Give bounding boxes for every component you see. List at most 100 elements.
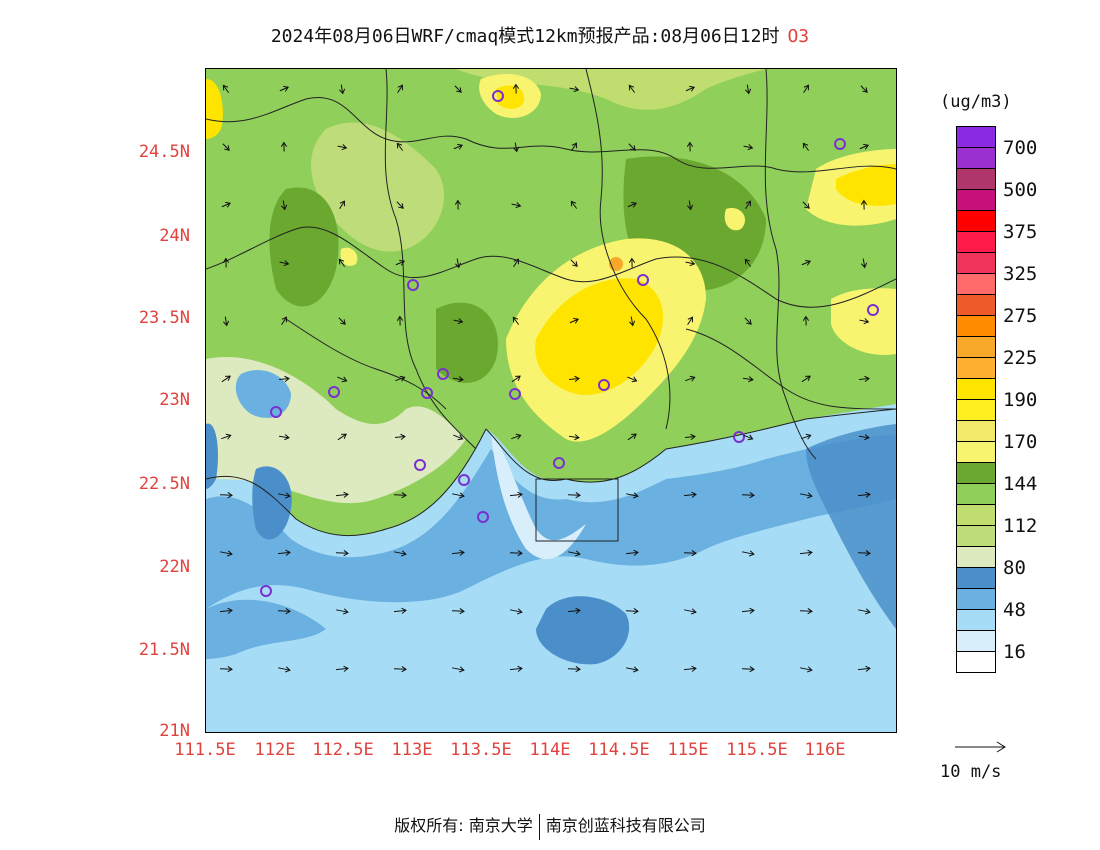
- wind-arrow: [744, 317, 752, 325]
- wind-arrow: [685, 86, 695, 92]
- colorbar-bin: [956, 294, 996, 316]
- wind-arrow: [630, 316, 634, 326]
- lon-label: 115E: [667, 740, 709, 760]
- colorbar-label: 48: [1003, 599, 1026, 621]
- wind-arrow: [509, 493, 523, 497]
- station-marker: [421, 387, 433, 399]
- wind-arrow-head: [745, 88, 752, 95]
- wind-arrow: [397, 84, 403, 94]
- wind-arrow-head: [575, 666, 581, 673]
- wind-arrow-head: [691, 665, 697, 672]
- colorbar-bin: [956, 315, 996, 337]
- wind-arrow-head: [454, 199, 462, 206]
- wind-vectors: [219, 83, 871, 673]
- wind-arrow: [339, 200, 345, 210]
- wind-arrow-head: [512, 316, 519, 323]
- colorbar-label: 112: [1003, 515, 1038, 537]
- colorbar-bin: [956, 462, 996, 484]
- wind-arrow: [683, 493, 697, 497]
- wind-arrow-head: [396, 142, 403, 149]
- wind-arrow: [684, 436, 696, 438]
- wind-arrow-head: [689, 375, 696, 382]
- wind-arrow: [569, 87, 579, 91]
- station-marker: [492, 90, 504, 102]
- colorbar-label: 275: [1003, 305, 1038, 327]
- wind-arrow-head: [749, 550, 755, 557]
- wind-arrow-head: [745, 200, 751, 207]
- station-marker: [260, 585, 272, 597]
- lon-label: 112.5E: [312, 740, 374, 760]
- wind-arrow: [858, 609, 870, 613]
- wind-arrow: [858, 435, 870, 439]
- wind-arrow-head: [687, 204, 694, 211]
- wind-arrow: [340, 84, 344, 94]
- wind-arrow: [625, 610, 639, 612]
- wind-arrow-head: [633, 608, 639, 615]
- lat-label: 24.5N: [138, 142, 190, 162]
- wind-arrow: [862, 258, 866, 268]
- wind-arrow: [278, 667, 290, 671]
- wind-arrow-head: [401, 492, 407, 499]
- colorbar-bin: [956, 609, 996, 631]
- wind-arrow: [394, 436, 406, 438]
- wind-arrow-head: [341, 433, 347, 439]
- wind-arrow: [625, 551, 639, 555]
- lon-label: 113E: [391, 740, 433, 760]
- lon-label: 113.5E: [450, 740, 512, 760]
- station-marker: [477, 511, 489, 523]
- wind-arrow-head: [863, 143, 870, 150]
- wind-arrow: [222, 85, 230, 93]
- wind-arrow-head: [807, 608, 813, 615]
- wind-arrow: [568, 378, 580, 380]
- wind-arrow-head: [513, 258, 519, 265]
- colorbar-label: 80: [1003, 557, 1026, 579]
- wind-arrow-head: [803, 84, 809, 91]
- wind-arrow-head: [222, 257, 230, 264]
- wind-arrow: [688, 200, 692, 210]
- hotspot-main-inner: [535, 278, 663, 395]
- lat-label: 24N: [159, 226, 190, 246]
- wind-arrow-head: [225, 375, 231, 381]
- colorbar-label: 500: [1003, 179, 1038, 201]
- wind-arrow: [454, 85, 462, 93]
- station-marker: [270, 406, 282, 418]
- wind-arrow-head: [457, 143, 464, 150]
- wind-arrow-head: [343, 665, 349, 672]
- colorbar-bin: [956, 126, 996, 148]
- species-label: O3: [787, 26, 810, 47]
- wind-arrow: [744, 259, 752, 267]
- wind-arrow-head: [805, 375, 811, 381]
- wind-arrow-head: [455, 262, 462, 269]
- lat-label: 21N: [159, 721, 190, 741]
- wind-arrow-head: [343, 550, 349, 557]
- wind-arrow-head: [285, 549, 291, 556]
- wind-arrow-head: [339, 88, 346, 95]
- wind-arrow: [282, 200, 286, 210]
- wind-arrow-head: [687, 316, 693, 323]
- wind-arrow-head: [457, 434, 464, 441]
- colorbar-bin: [956, 525, 996, 547]
- wind-arrow-head: [513, 146, 520, 153]
- wind-arrow: [567, 668, 581, 670]
- wind-arrow-head: [396, 315, 404, 322]
- wind-arrow-head: [574, 434, 580, 441]
- wind-arrow-head: [512, 83, 520, 90]
- colorbar: [956, 126, 996, 673]
- wind-arrow-head: [227, 492, 233, 499]
- wind-arrow-head: [575, 492, 581, 499]
- wind-arrow: [741, 668, 755, 670]
- wind-arrow-head: [690, 433, 696, 440]
- colorbar-bin: [956, 231, 996, 253]
- wind-arrow: [803, 84, 809, 94]
- wind-arrow-head: [689, 260, 696, 267]
- lat-label: 23N: [159, 390, 190, 410]
- wind-arrow: [742, 551, 754, 555]
- colorbar-label: 225: [1003, 347, 1038, 369]
- wind-arrow-head: [401, 550, 407, 557]
- wind-arrow: [337, 376, 347, 382]
- lon-label: 114.5E: [588, 740, 650, 760]
- wind-arrow-head: [280, 141, 288, 148]
- colorbar-label: 144: [1003, 473, 1038, 495]
- colorbar-label: 700: [1003, 137, 1038, 159]
- wind-arrow-head: [807, 492, 813, 499]
